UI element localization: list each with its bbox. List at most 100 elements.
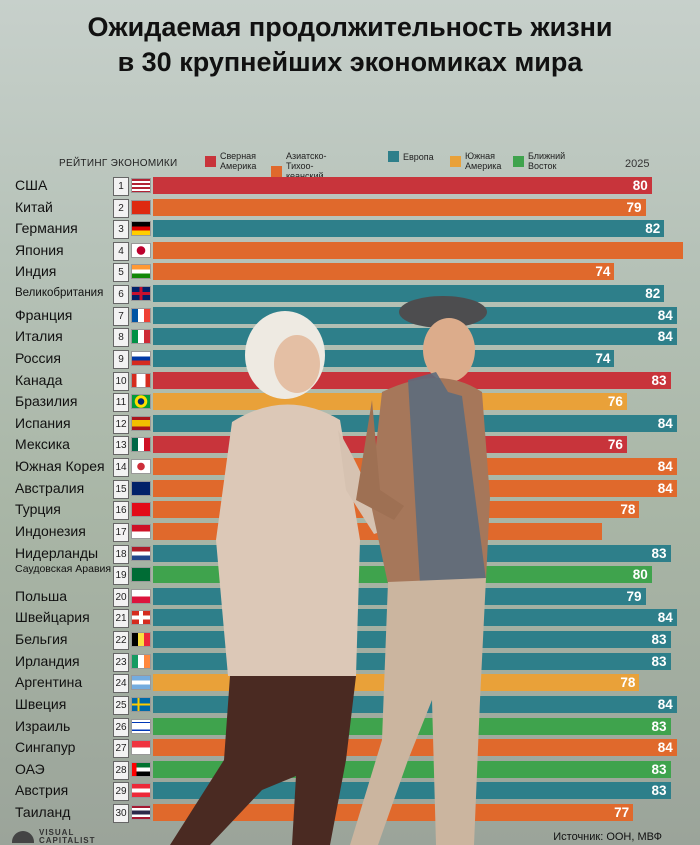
rank-number: 13 <box>113 436 129 456</box>
table-row: Польша 20 79 <box>0 586 700 608</box>
country-label: Мексика <box>15 436 70 453</box>
bar-value-label: 74 <box>595 264 611 280</box>
rank-number: 22 <box>113 631 129 651</box>
rank-number: 24 <box>113 674 129 694</box>
brand-line-1: VISUAL <box>39 828 75 837</box>
country-label: Бельгия <box>15 631 68 648</box>
rank-number: 5 <box>113 263 129 283</box>
flag-icon <box>131 632 151 648</box>
country-label: Австрия <box>15 782 69 799</box>
bar: 84 <box>153 739 677 757</box>
flag-icon <box>131 696 151 712</box>
brand-line-2: CAPITALIST <box>39 836 96 845</box>
bar-value-label: 84 <box>657 329 673 345</box>
rank-number: 25 <box>113 695 129 715</box>
bar-chart: США 1 80 Китай 2 79 Германия 3 82 Япония 4 Индия 5 74… <box>0 175 700 825</box>
bar: 82 <box>153 220 665 238</box>
rank-number: 23 <box>113 652 129 672</box>
flag-icon <box>131 675 151 691</box>
table-row: Саудовская Аравия 19 80 <box>0 564 700 586</box>
flag-icon <box>131 307 151 323</box>
country-label: Сингапур <box>15 739 76 756</box>
flag-icon <box>131 350 151 366</box>
country-label: Израиль <box>15 717 71 734</box>
rank-number: 26 <box>113 717 129 737</box>
bar: 84 <box>153 458 677 476</box>
bar-value-label: 80 <box>632 178 648 193</box>
legend-swatch <box>450 155 461 167</box>
table-row: Австрия 29 83 <box>0 780 700 802</box>
country-label: Таиланд <box>15 803 71 820</box>
flag-icon <box>131 242 151 258</box>
bar-value-label: 80 <box>632 567 648 583</box>
bar: 77 <box>153 803 634 821</box>
bar: 79 <box>153 198 646 216</box>
flag-icon <box>131 761 151 777</box>
brand-logo: VISUAL CAPITALIST <box>12 829 96 845</box>
flag-icon <box>131 588 151 604</box>
rank-number: 21 <box>113 609 129 629</box>
table-row: Испания 12 84 <box>0 413 700 435</box>
year-label: 2025 <box>625 158 650 170</box>
bar: 79 <box>153 587 646 605</box>
bar: 83 <box>153 544 671 562</box>
bar-value-label: 84 <box>657 415 673 431</box>
bar: 80 <box>153 177 652 194</box>
rank-number: 15 <box>113 479 129 499</box>
bar-value-label: 79 <box>626 588 642 604</box>
bar: 76 <box>153 436 627 454</box>
title-line-2: в 30 крупнейших экономиках мира <box>117 47 583 77</box>
rank-number: 7 <box>113 306 129 326</box>
legend-swatch <box>205 155 216 167</box>
rank-number: 19 <box>113 566 129 586</box>
bar <box>153 241 683 259</box>
table-row: Южная Корея 14 84 <box>0 456 700 478</box>
bar-value-label: 84 <box>657 740 673 756</box>
country-label: Италия <box>15 328 63 345</box>
rank-number: 30 <box>113 803 129 823</box>
legend-swatch <box>271 165 282 177</box>
rank-number: 1 <box>113 177 129 196</box>
source-note: Источник: ООН, МВФ <box>553 831 662 843</box>
bar: 83 <box>153 652 671 670</box>
rank-number: 28 <box>113 760 129 780</box>
rank-number: 6 <box>113 285 129 305</box>
bar-value-label: 78 <box>620 502 636 518</box>
rank-number: 20 <box>113 587 129 607</box>
flag-icon <box>131 329 151 345</box>
table-row: Великобритания 6 82 <box>0 283 700 305</box>
rank-number: 12 <box>113 414 129 434</box>
country-label: Испания <box>15 414 71 431</box>
table-row: Италия 8 84 <box>0 326 700 348</box>
bar: 83 <box>153 760 671 778</box>
bar-value-label: 84 <box>657 480 673 496</box>
flag-icon <box>131 740 151 756</box>
chart-title: Ожидаемая продолжительность жизни в 30 к… <box>0 10 700 80</box>
bar: 84 <box>153 414 677 432</box>
table-row: Франция 7 84 <box>0 305 700 327</box>
flag-icon <box>131 610 151 626</box>
table-row: Индия 5 74 <box>0 261 700 283</box>
table-row: Китай 2 79 <box>0 197 700 219</box>
bar-value-label: 83 <box>651 761 667 777</box>
table-row: Таиланд 30 77 <box>0 802 700 824</box>
bar-value-label: 83 <box>651 653 667 669</box>
flag-icon <box>131 199 151 215</box>
bar-value-label: 84 <box>657 459 673 475</box>
table-row: Германия 3 82 <box>0 218 700 240</box>
rank-number: 17 <box>113 522 129 542</box>
country-label: Аргентина <box>15 674 83 691</box>
flag-icon <box>131 394 151 410</box>
country-label: Польша <box>15 587 68 604</box>
country-label: Германия <box>15 220 78 237</box>
country-label: Нидерланды <box>15 544 99 561</box>
bar: 84 <box>153 609 677 627</box>
rank-number: 4 <box>113 241 129 261</box>
rank-number: 9 <box>113 349 129 369</box>
rank-number: 10 <box>113 371 129 391</box>
country-label: Франция <box>15 306 73 323</box>
table-row: ОАЭ 28 83 <box>0 759 700 781</box>
rank-number: 18 <box>113 544 129 564</box>
table-row: Израиль 26 83 <box>0 716 700 738</box>
rank-number: 2 <box>113 198 129 218</box>
